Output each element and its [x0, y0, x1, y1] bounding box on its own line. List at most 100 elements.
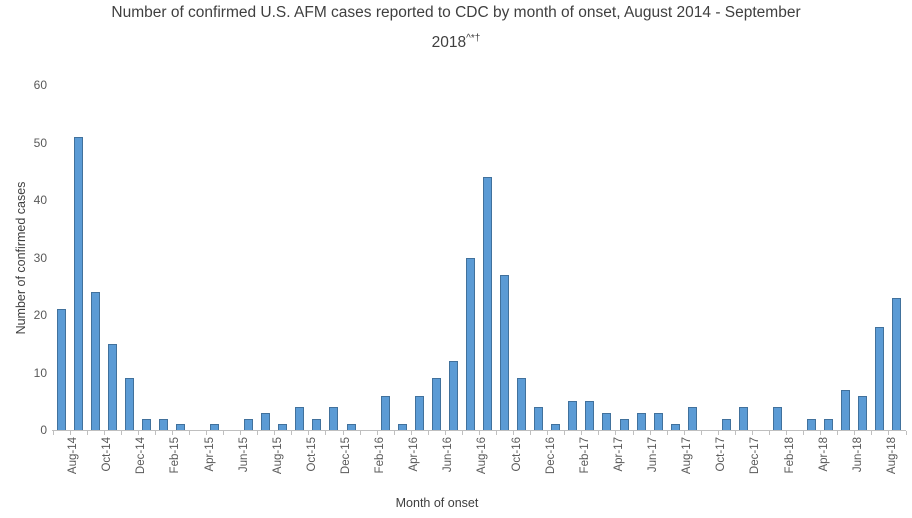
- y-axis-tick-label: 30: [33, 250, 47, 265]
- bar-Oct-16: [500, 274, 510, 430]
- bar-Feb-18: [773, 407, 783, 430]
- x-axis-tick: [342, 431, 344, 435]
- bar-May-18: [824, 418, 834, 430]
- x-axis-tick: [649, 431, 651, 435]
- bar-Aug-17: [670, 424, 680, 430]
- x-axis-tick: [803, 431, 805, 435]
- x-axis-tick: [769, 431, 771, 435]
- bar-Aug-14: [56, 309, 66, 430]
- chart-title-year: 2018: [431, 34, 467, 51]
- x-axis-tick: [257, 431, 259, 435]
- bar-Jan-15: [141, 418, 151, 430]
- bar-Jan-16: [346, 424, 356, 430]
- bar-May-17: [619, 418, 629, 430]
- bar-Apr-18: [807, 418, 817, 430]
- x-axis-tick: [427, 431, 429, 435]
- x-axis-tick-label: Jun-18: [851, 437, 864, 473]
- bar-Aug-16: [465, 257, 475, 430]
- x-axis-tick: [308, 431, 310, 435]
- y-axis-tick-label: 0: [40, 423, 47, 437]
- bar-Apr-16: [397, 424, 407, 430]
- x-axis-tick: [700, 431, 702, 435]
- x-axis-tick: [376, 431, 378, 435]
- bar-Nov-17: [721, 418, 731, 430]
- x-axis-tick: [854, 431, 856, 435]
- x-axis-tick: [223, 431, 225, 435]
- x-axis-tick: [666, 431, 668, 435]
- x-axis-tick: [410, 431, 412, 435]
- x-axis-tick: [359, 431, 361, 435]
- bar-Nov-14: [107, 343, 117, 430]
- bar-Mar-17: [585, 401, 595, 430]
- x-axis-tick: [888, 431, 890, 435]
- bar-Nov-16: [517, 378, 527, 430]
- chart-title-footnote-marks: ^*†: [466, 33, 481, 44]
- chart-title-line2: 2018^*†: [0, 26, 912, 56]
- x-axis-tick: [325, 431, 327, 435]
- bar-May-15: [210, 424, 220, 430]
- x-axis-tick: [530, 431, 532, 435]
- x-axis-tick: [751, 431, 753, 435]
- y-axis-tick-label: 60: [33, 78, 47, 92]
- x-axis-tick-label: Dec-17: [749, 437, 762, 475]
- x-axis-tick-label: Apr-15: [203, 437, 216, 472]
- x-axis-tick: [496, 431, 498, 435]
- x-axis-tick: [479, 431, 480, 435]
- bar-Dec-15: [329, 407, 339, 430]
- bar-Jul-17: [653, 412, 663, 430]
- x-axis-tick: [786, 431, 788, 435]
- bar-Aug-15: [261, 412, 271, 430]
- x-axis-tick: [393, 431, 395, 435]
- y-axis-tick-label: 50: [33, 135, 47, 150]
- x-axis-tick: [206, 431, 208, 435]
- x-axis-tick: [86, 431, 88, 435]
- x-axis-tick: [632, 431, 634, 435]
- x-axis-tick-label: Aug-15: [271, 437, 284, 475]
- x-axis-tick: [683, 431, 685, 435]
- bar-Mar-15: [175, 424, 185, 430]
- bar-Feb-15: [158, 418, 168, 430]
- x-axis-tick-label: Feb-15: [169, 437, 182, 474]
- bar-Sep-14: [73, 136, 83, 430]
- x-axis-tick: [188, 431, 190, 435]
- bar-Feb-17: [568, 401, 578, 430]
- bar-Mar-16: [380, 395, 390, 430]
- bar-Apr-17: [602, 412, 612, 430]
- x-axis-tick: [905, 431, 907, 435]
- bar-Jul-15: [244, 418, 254, 430]
- x-axis-line: [52, 430, 906, 431]
- bar-Oct-14: [90, 292, 100, 430]
- x-axis-tick: [820, 431, 822, 435]
- bar-Sep-18: [892, 297, 902, 430]
- bar-Sep-17: [687, 407, 697, 430]
- y-axis-tick-label: 40: [33, 193, 47, 207]
- x-axis-tick: [837, 431, 839, 435]
- x-axis-tick: [171, 431, 173, 435]
- bar-Jan-17: [551, 424, 561, 430]
- x-axis-tick-label: Dec-14: [135, 437, 148, 475]
- x-axis-tick: [120, 431, 122, 435]
- x-axis-tick: [871, 431, 873, 435]
- x-axis-tick: [461, 431, 463, 435]
- bar-Dec-16: [534, 407, 544, 430]
- bar-Jul-18: [858, 395, 868, 430]
- x-axis-tick: [291, 431, 293, 435]
- x-axis-tick-label: Oct-17: [715, 437, 728, 472]
- x-axis-tick: [581, 431, 583, 435]
- x-axis-tick: [598, 431, 600, 435]
- x-axis-tick: [154, 431, 156, 435]
- x-axis-tick: [137, 431, 139, 435]
- x-axis-tick-label: Apr-18: [817, 437, 830, 472]
- bar-Aug-18: [875, 326, 885, 430]
- x-axis-tick: [734, 431, 736, 435]
- x-axis-tick-label: Jun-17: [647, 437, 660, 473]
- bar-Oct-15: [295, 407, 305, 430]
- bar-Sep-15: [278, 424, 288, 430]
- bar-Jul-16: [448, 361, 458, 430]
- x-axis-tick-label: Jun-15: [237, 437, 250, 473]
- x-axis-tick: [444, 431, 446, 435]
- x-axis-tick: [103, 431, 105, 435]
- bar-Nov-15: [312, 418, 322, 430]
- y-axis-tick-label: 10: [33, 365, 47, 380]
